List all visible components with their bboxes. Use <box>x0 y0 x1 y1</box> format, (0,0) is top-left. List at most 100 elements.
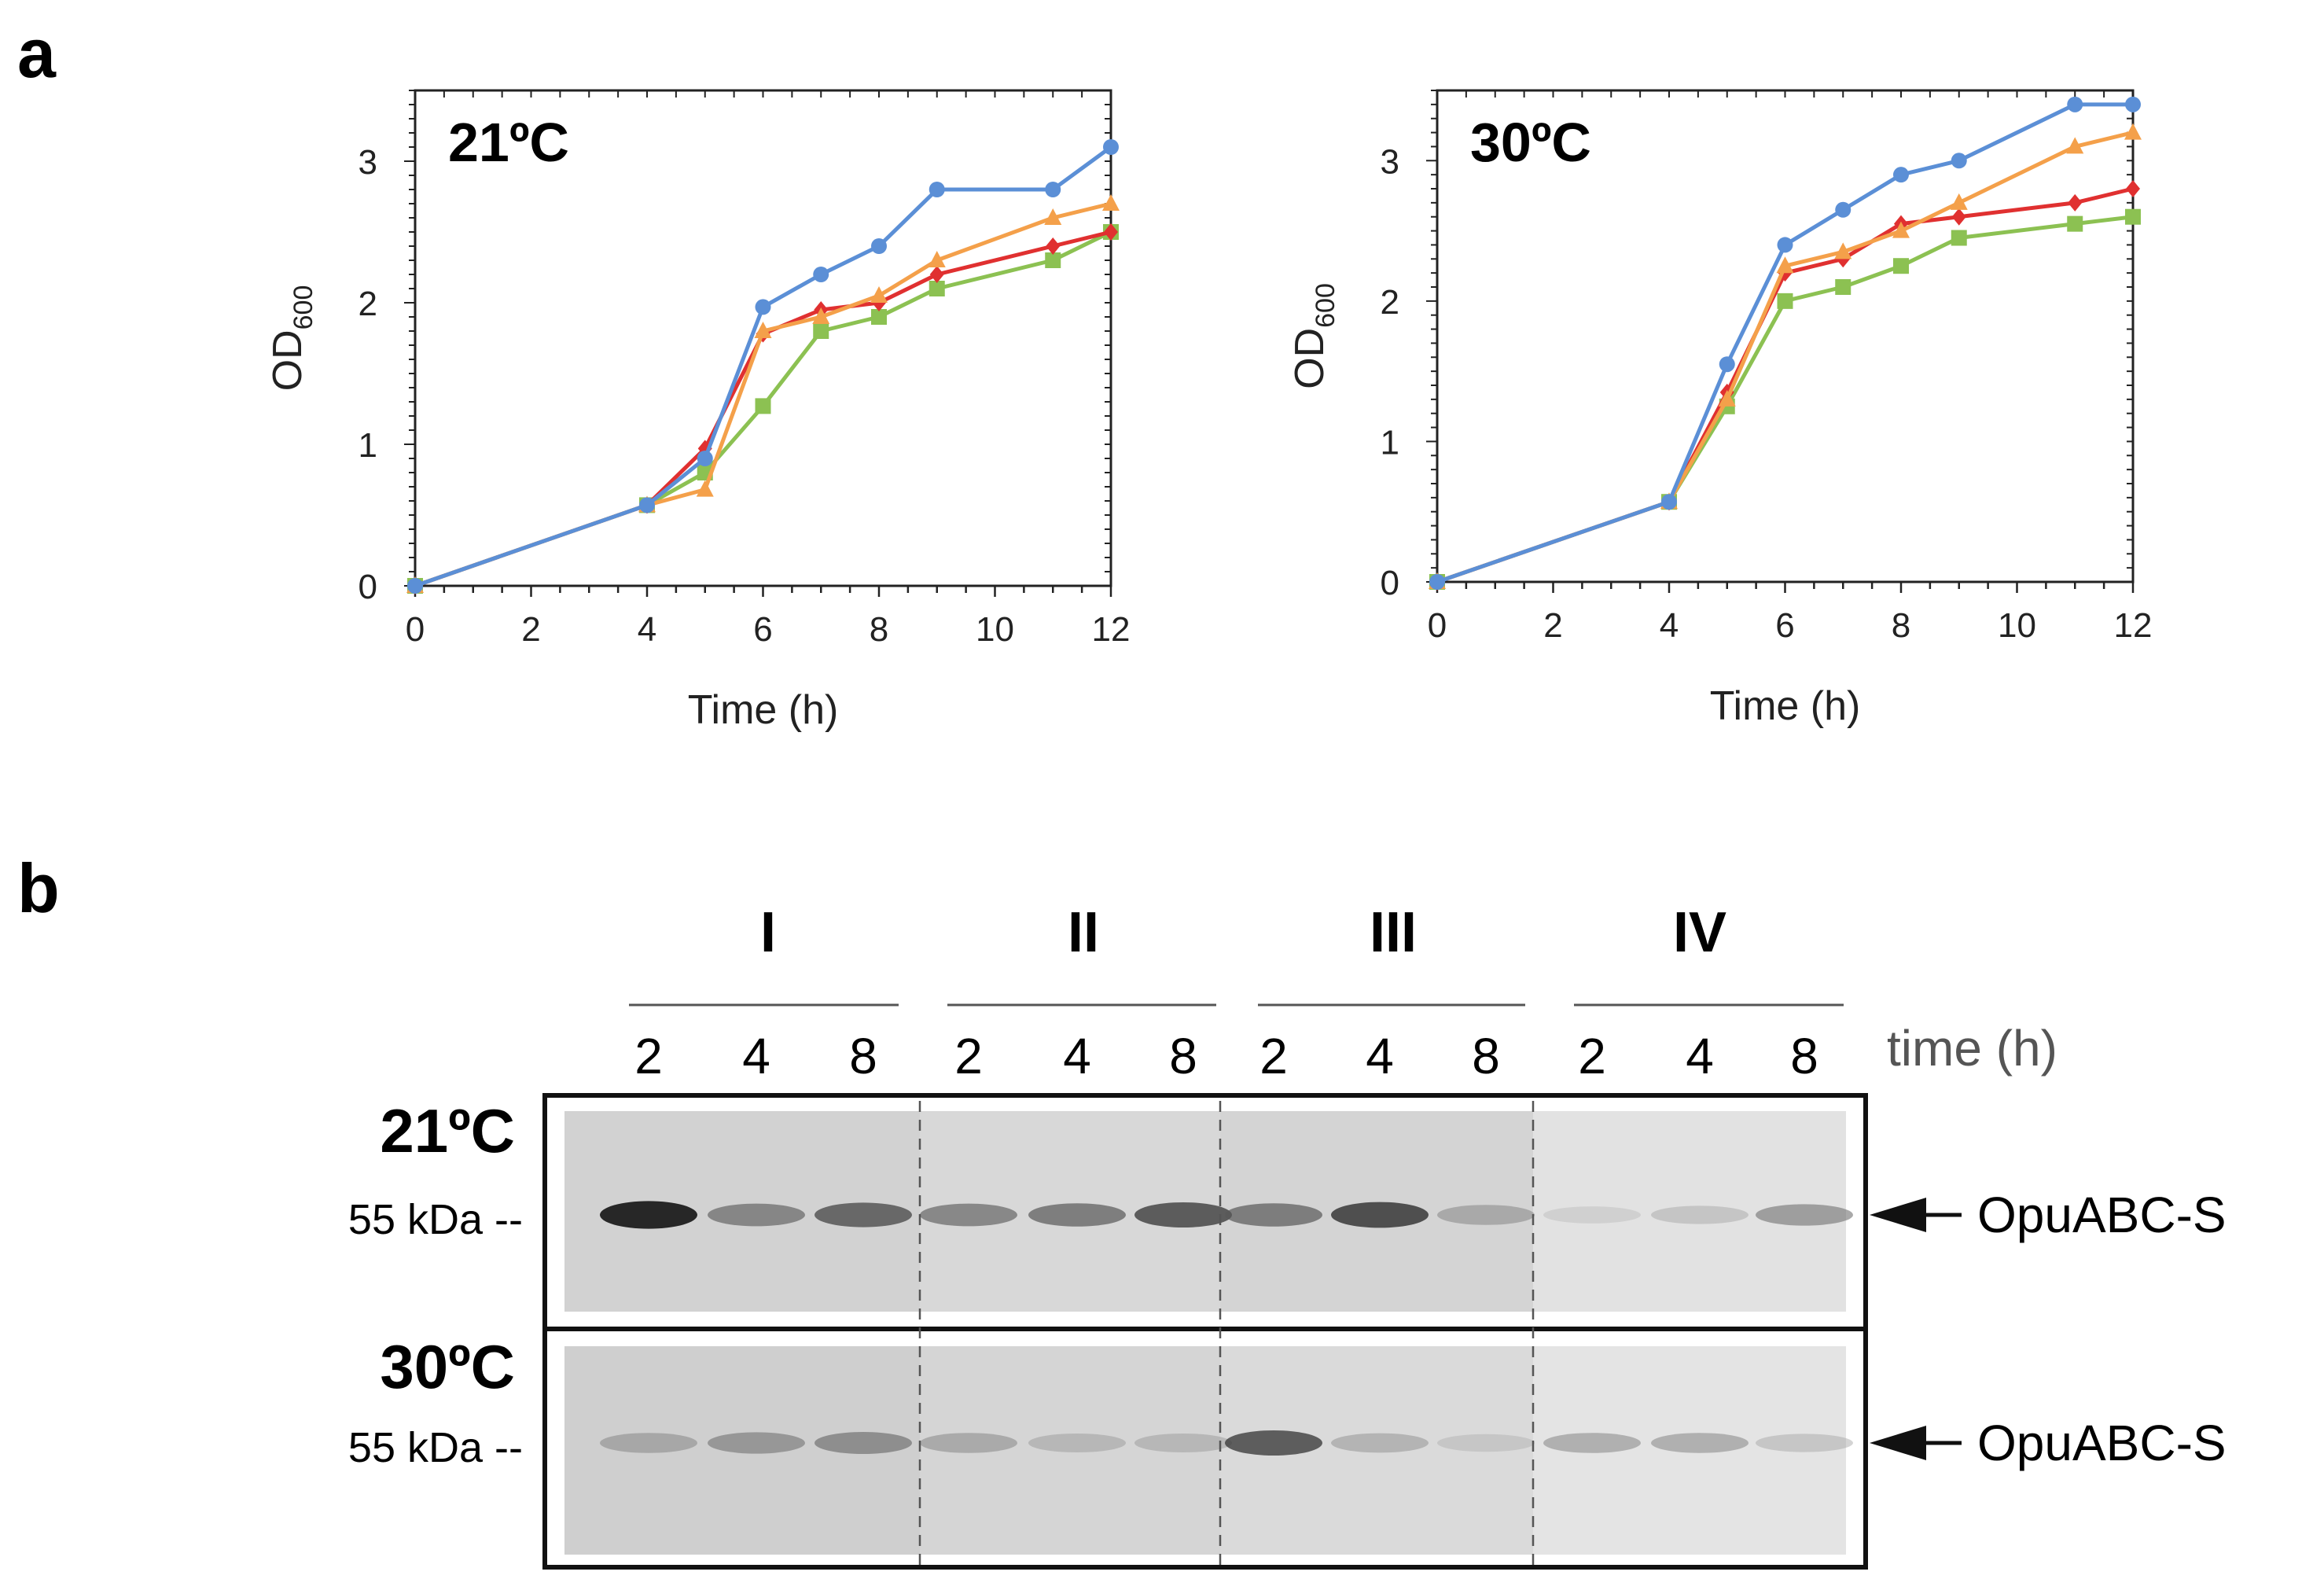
band <box>815 1432 912 1454</box>
series-red-point <box>929 266 944 283</box>
series-green-point <box>1045 252 1061 268</box>
series-blue-line <box>414 145 1112 588</box>
series-orange-point <box>754 322 772 338</box>
chart-title: 21ºC <box>448 112 569 173</box>
y-tick-label: 3 <box>359 143 377 182</box>
time-unit-label: time (h) <box>1887 1020 2057 1077</box>
group-label-I: I <box>760 901 776 964</box>
series-green-point <box>1777 293 1793 309</box>
series-red-point <box>2068 193 2083 212</box>
x-tick-label: 4 <box>638 610 656 649</box>
series-orange-point <box>870 286 888 303</box>
panel-a-label: a <box>17 14 57 92</box>
series-green-point <box>1835 279 1851 295</box>
series-blue-point <box>2125 96 2141 112</box>
group-label-III: III <box>1370 901 1417 964</box>
series-orange-line <box>1436 131 2134 584</box>
x-tick-label: 2 <box>1543 606 1562 645</box>
protein-label: OpuABC-S <box>1977 1415 2227 1471</box>
series-blue-point <box>928 182 945 197</box>
series-orange-line <box>414 201 1112 588</box>
series-blue-point <box>1893 167 1909 183</box>
band <box>1331 1433 1429 1453</box>
band <box>1756 1434 1853 1452</box>
y-tick-label: 0 <box>1381 564 1399 602</box>
band <box>1756 1204 1853 1226</box>
band <box>815 1202 912 1227</box>
series-red-point <box>1046 237 1061 255</box>
y-axis-label-sub: 600 <box>1311 283 1340 328</box>
lane-time-label: 2 <box>634 1028 663 1084</box>
series-blue-line <box>1436 102 2133 584</box>
kda-marker: 55 kDa -- <box>348 1196 523 1243</box>
series-orange-point <box>2066 137 2084 154</box>
x-tick-label: 6 <box>753 610 772 649</box>
band <box>708 1432 805 1454</box>
y-axis-label: OD600 <box>265 285 318 392</box>
band <box>708 1203 805 1227</box>
x-tick-label: 10 <box>1998 606 2036 645</box>
series-blue-point <box>1045 182 1061 197</box>
y-tick-label: 1 <box>359 426 377 465</box>
series-green-point <box>2125 208 2141 225</box>
lane-time-label: 8 <box>1472 1028 1500 1084</box>
y-tick-label: 1 <box>1381 423 1399 462</box>
series-orange-point <box>1892 221 1910 238</box>
band <box>1543 1433 1641 1453</box>
kda-marker: 55 kDa -- <box>348 1424 523 1471</box>
series-green-point <box>813 323 829 339</box>
x-tick-label: 12 <box>1092 610 1131 649</box>
band <box>600 1433 697 1453</box>
band <box>1331 1202 1429 1228</box>
lane-time-label: 4 <box>1366 1028 1394 1084</box>
series-blue-point <box>1719 356 1735 373</box>
x-tick-label: 8 <box>1892 606 1910 645</box>
series-green-point <box>755 398 771 414</box>
y-axis-label-main: OD <box>265 329 311 391</box>
x-tick-label: 0 <box>406 610 425 649</box>
series-blue-point <box>1429 574 1445 590</box>
series-blue-point <box>1661 494 1677 510</box>
y-tick-label: 0 <box>359 568 377 606</box>
series-blue-point <box>755 299 771 315</box>
band <box>920 1433 1017 1453</box>
blot-temp-label: 21ºC <box>380 1096 515 1165</box>
x-axis-label: Time (h) <box>1710 683 1861 729</box>
chart-title: 30ºC <box>1470 112 1591 173</box>
series-green-point <box>2067 215 2083 232</box>
lane-time-label: 4 <box>742 1028 770 1084</box>
x-tick-label: 4 <box>1660 606 1679 645</box>
x-tick-label: 6 <box>1775 606 1794 645</box>
lane-time-label: 4 <box>1686 1028 1714 1084</box>
series-orange-point <box>1776 256 1794 274</box>
y-tick-label: 3 <box>1381 142 1399 181</box>
arrow-head <box>1870 1426 1926 1460</box>
band <box>1225 1203 1322 1227</box>
y-axis-label: OD600 <box>1287 283 1340 389</box>
blot-temp-label: 30ºC <box>380 1332 515 1401</box>
band <box>920 1203 1017 1227</box>
series-blue-point <box>697 451 713 466</box>
series-red-point <box>1104 223 1118 241</box>
band <box>1028 1434 1126 1452</box>
lane-time-label: 8 <box>1169 1028 1197 1084</box>
y-tick-label: 2 <box>1381 283 1399 322</box>
lane-time-label: 2 <box>954 1028 983 1084</box>
series-blue-point <box>2067 96 2083 112</box>
series-orange-point <box>696 480 714 497</box>
protein-label: OpuABC-S <box>1977 1187 2227 1243</box>
series-blue-point <box>407 578 423 594</box>
x-tick-label: 2 <box>521 610 540 649</box>
series-orange-point <box>1950 193 1968 210</box>
series-orange-point <box>812 307 830 324</box>
lane-time-label: 4 <box>1063 1028 1091 1084</box>
group-label-IV: IV <box>1673 901 1726 964</box>
band <box>1437 1434 1535 1452</box>
series-green-point <box>1951 230 1967 246</box>
series-blue-point <box>871 238 887 254</box>
series-orange-point <box>1102 194 1120 211</box>
panel-b-label: b <box>17 849 60 927</box>
band <box>1651 1433 1749 1453</box>
